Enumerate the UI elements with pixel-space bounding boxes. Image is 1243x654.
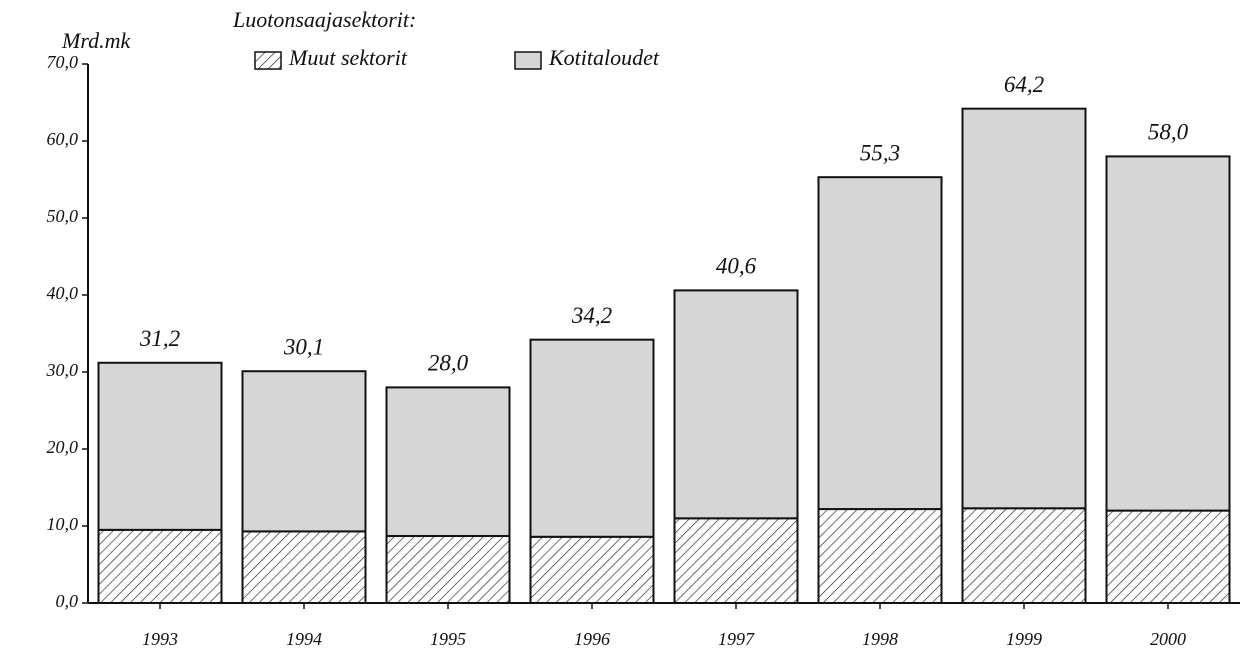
x-tick-label: 1998	[862, 629, 898, 649]
y-tick-label: 70,0	[47, 52, 79, 72]
y-tick-label: 40,0	[47, 283, 79, 303]
y-tick-label: 30,0	[46, 360, 79, 380]
bar-segment	[1105, 509, 1231, 605]
x-tick-label: 1994	[286, 629, 322, 649]
bar-segment	[673, 289, 799, 520]
legend-swatch	[514, 51, 542, 70]
total-label: 30,1	[283, 335, 324, 360]
bar-segment	[97, 361, 223, 531]
total-label: 64,2	[1004, 72, 1044, 97]
y-tick-label: 0,0	[56, 591, 79, 611]
bar-segment	[673, 517, 799, 604]
bar-segment	[241, 370, 367, 533]
legend-swatch	[254, 51, 282, 70]
bar-segment	[817, 176, 943, 511]
total-label: 34,2	[571, 303, 612, 328]
bar-segment	[529, 535, 655, 605]
total-label: 28,0	[428, 351, 469, 376]
y-tick-label: 10,0	[47, 514, 79, 534]
bar-segment	[529, 338, 655, 538]
x-tick-label: 1999	[1006, 629, 1042, 649]
y-axis-label: Mrd.mk	[61, 28, 131, 53]
bar-segment	[817, 508, 943, 604]
legend-label: Kotitaloudet	[548, 45, 660, 70]
total-label: 31,2	[139, 326, 180, 351]
total-label: 40,6	[716, 254, 757, 279]
x-tick-label: 1997	[718, 629, 755, 649]
bar-segment	[385, 535, 511, 605]
legend-title: Luotonsaajasektorit:	[232, 7, 416, 32]
legend-label: Muut sektorit	[288, 45, 408, 70]
bar-segment	[385, 386, 511, 538]
bar-segment	[961, 107, 1087, 510]
bar-segment	[1105, 155, 1231, 512]
y-tick-label: 60,0	[47, 129, 79, 149]
bar-segment	[241, 530, 367, 605]
y-tick-label: 50,0	[47, 206, 79, 226]
x-tick-label: 1993	[142, 629, 178, 649]
y-tick-label: 20,0	[47, 437, 79, 457]
total-label: 58,0	[1148, 120, 1189, 145]
bar-segment	[97, 528, 223, 604]
x-tick-label: 1995	[430, 629, 466, 649]
total-label: 55,3	[860, 140, 900, 165]
x-tick-label: 1996	[574, 629, 610, 649]
bar-segment	[961, 507, 1087, 605]
x-tick-label: 2000	[1150, 629, 1186, 649]
